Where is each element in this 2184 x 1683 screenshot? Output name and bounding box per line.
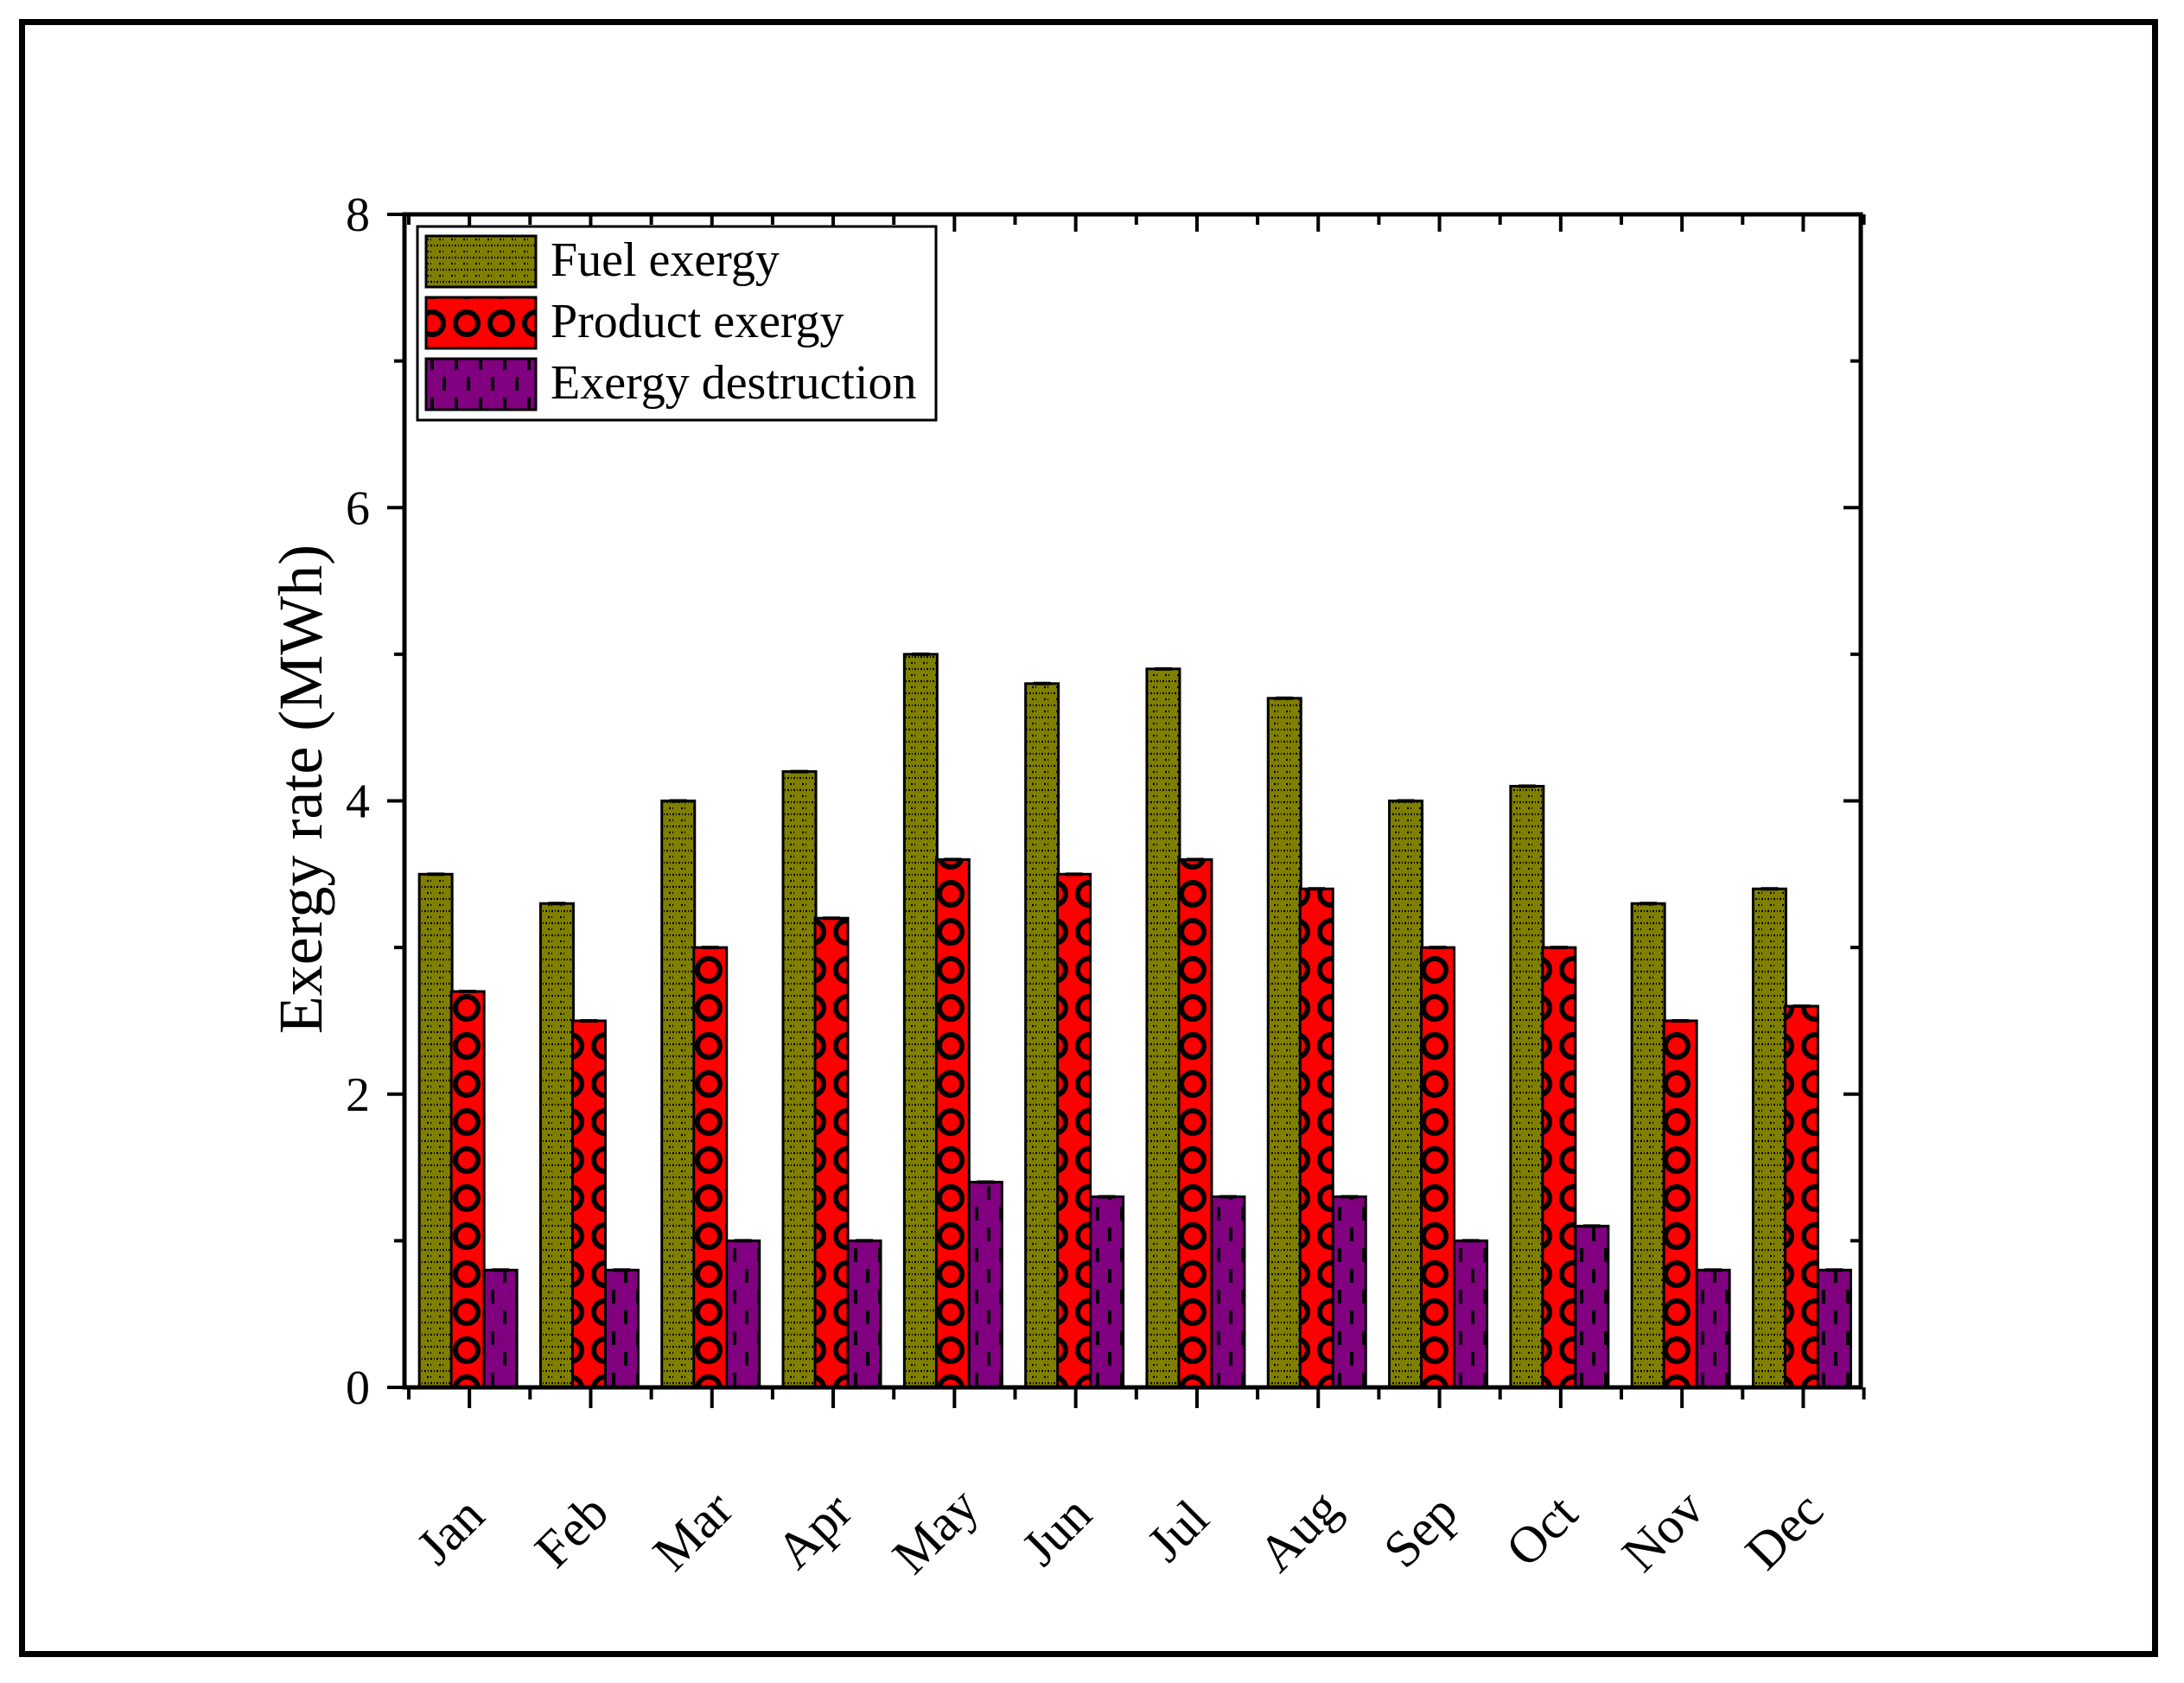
y-axis-ticks: 0 2 4 6 8 <box>346 188 1861 1415</box>
y-tick-label: 8 <box>346 188 370 242</box>
y-tick-label: 6 <box>346 481 370 535</box>
bar-product-exergy <box>1541 946 1577 1389</box>
bar-exergy-destruction <box>846 1239 882 1389</box>
bar-exergy-destruction <box>1331 1195 1367 1389</box>
y-tick-label: 0 <box>346 1361 370 1415</box>
bar-exergy-destruction <box>1574 1224 1610 1389</box>
x-tick-label: Nov <box>1611 1479 1715 1583</box>
bar-product-exergy <box>1177 857 1213 1389</box>
bar-product-exergy <box>1783 1004 1819 1389</box>
bar-product-exergy <box>449 990 486 1389</box>
bar-fuel-exergy <box>1630 902 1666 1389</box>
bar-product-exergy <box>1298 887 1334 1389</box>
bar-fuel-exergy <box>1388 800 1424 1389</box>
bar-fuel-exergy <box>902 653 939 1389</box>
bar-fuel-exergy <box>1266 697 1302 1389</box>
bar-fuel-exergy <box>1024 682 1060 1389</box>
bar-fuel-exergy <box>781 770 818 1389</box>
bar-fuel-exergy <box>538 902 575 1389</box>
legend-swatch <box>424 296 538 350</box>
y-tick-label: 4 <box>346 775 370 829</box>
bar-product-exergy <box>570 1019 607 1389</box>
x-tick-label: Jul <box>1137 1489 1219 1572</box>
legend: Fuel exergy Product exergy Exergy destruct… <box>416 225 938 422</box>
bar-fuel-exergy <box>1145 667 1181 1389</box>
bar-exergy-destruction <box>1695 1268 1731 1389</box>
bar-exergy-destruction <box>482 1268 519 1389</box>
figure-frame <box>19 19 2158 1657</box>
bar-product-exergy <box>934 857 971 1389</box>
bar-fuel-exergy <box>1751 887 1787 1389</box>
x-tick-label: Jan <box>405 1486 494 1575</box>
bar-product-exergy <box>1662 1019 1698 1389</box>
legend-label: Product exergy <box>551 295 844 348</box>
bar-product-exergy <box>1056 872 1092 1389</box>
bar-exergy-destruction <box>725 1239 761 1389</box>
bar-exergy-destruction <box>1453 1239 1489 1389</box>
y-axis-title: Exergy rate (MWh) <box>266 545 335 1034</box>
legend-swatch <box>424 234 538 289</box>
bar-exergy-destruction <box>1089 1195 1125 1389</box>
x-tick-label: May <box>882 1477 989 1584</box>
bar-product-exergy <box>813 916 850 1389</box>
x-tick-label: Aug <box>1247 1479 1351 1583</box>
legend-label: Exergy destruction <box>551 356 917 410</box>
x-tick-label: Apr <box>766 1482 863 1580</box>
bar-exergy-destruction <box>1210 1195 1246 1389</box>
bar-fuel-exergy <box>417 872 454 1389</box>
legend-swatch <box>424 357 538 411</box>
legend-label: Fuel exergy <box>551 233 780 287</box>
y-tick-label: 2 <box>346 1068 370 1122</box>
x-tick-label: Oct <box>1495 1484 1589 1578</box>
bar-product-exergy <box>1420 946 1456 1389</box>
x-tick-label: Mar <box>642 1480 743 1581</box>
plot-area-border <box>402 212 1863 1390</box>
bar-exergy-destruction <box>967 1181 1003 1389</box>
x-tick-label: Feb <box>524 1483 619 1578</box>
x-tick-label: Dec <box>1735 1481 1834 1580</box>
bar-fuel-exergy <box>1509 785 1545 1389</box>
x-tick-label: Jun <box>1011 1485 1103 1577</box>
bar-exergy-destruction <box>603 1268 640 1389</box>
bar-fuel-exergy <box>660 800 697 1389</box>
bars-group <box>417 652 1852 1389</box>
bar-exergy-destruction <box>1816 1268 1852 1389</box>
bar-product-exergy <box>692 946 729 1389</box>
x-tick-label: Sep <box>1372 1483 1468 1578</box>
